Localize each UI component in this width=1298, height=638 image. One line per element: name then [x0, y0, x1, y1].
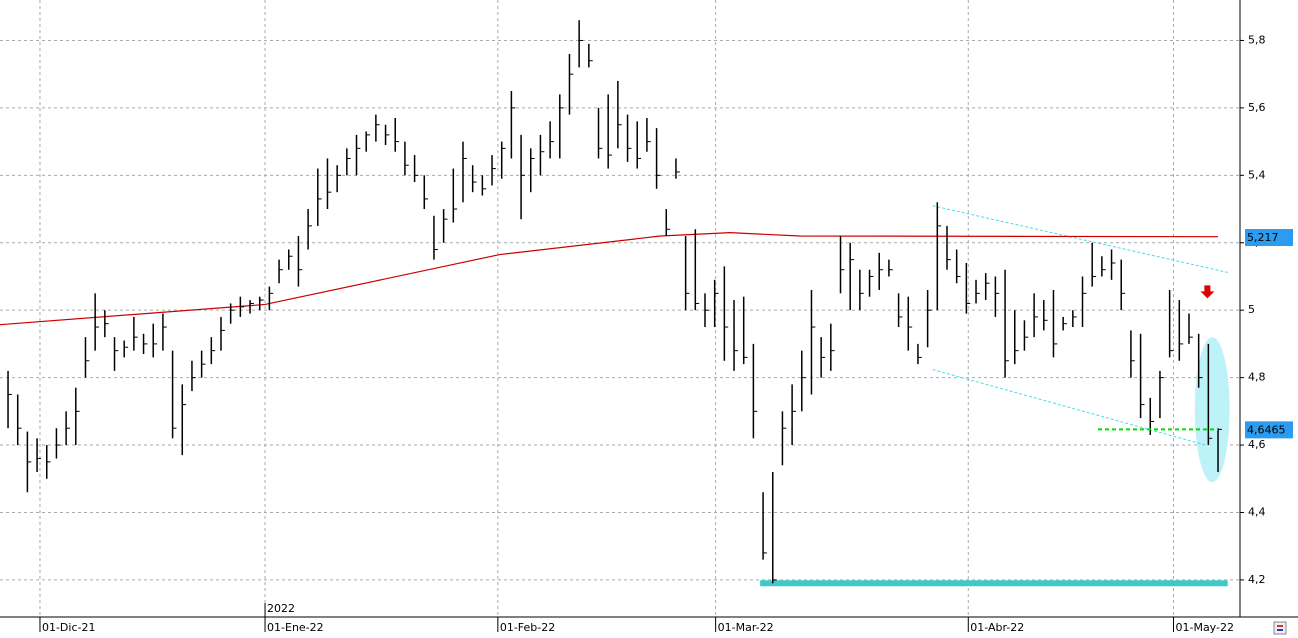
x-tick-label: 01-Abr-22 — [970, 621, 1024, 634]
y-tick-label: 5,4 — [1248, 168, 1266, 181]
y-tick-label: 4,8 — [1248, 371, 1266, 384]
x-tick-label: 01-Mar-22 — [718, 621, 774, 634]
x-tick-label: 01-Feb-22 — [500, 621, 555, 634]
year-label: 2022 — [267, 602, 295, 615]
y-tick-label: 4,2 — [1248, 573, 1266, 586]
price-label: 5,217 — [1247, 231, 1279, 244]
trendline — [932, 205, 1228, 273]
x-tick-label: 01-Dic-21 — [42, 621, 96, 634]
y-tick-label: 4,6 — [1248, 438, 1266, 451]
y-tick-label: 5 — [1248, 303, 1255, 316]
highlight-ellipse — [1194, 337, 1230, 483]
y-tick-label: 5,6 — [1248, 101, 1266, 114]
x-tick-label: 01-Ene-22 — [267, 621, 324, 634]
price-label: 4,6465 — [1247, 423, 1286, 436]
price-label-box — [1245, 229, 1293, 247]
trendline — [932, 369, 1206, 446]
price-label-box — [1245, 421, 1293, 439]
down-arrow — [1200, 285, 1215, 299]
x-tick-label: 01-May-22 — [1175, 621, 1233, 634]
y-tick-label: 5,8 — [1248, 33, 1266, 46]
moving-average — [0, 232, 1219, 326]
corner-icon[interactable] — [1273, 621, 1287, 635]
y-tick-label: 4,4 — [1248, 505, 1266, 518]
